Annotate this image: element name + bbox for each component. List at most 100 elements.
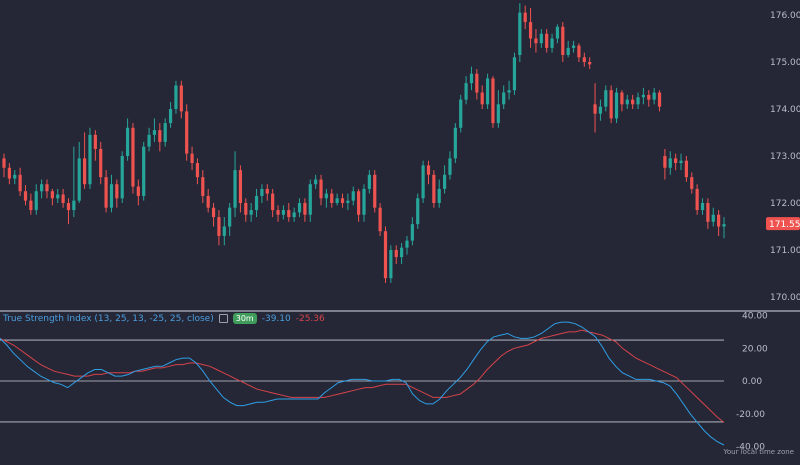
candle-body — [668, 158, 672, 168]
candle — [545, 29, 549, 53]
candle-body — [2, 158, 6, 168]
candle — [582, 52, 586, 67]
candle — [507, 80, 511, 100]
candle — [631, 94, 635, 109]
candle-body — [389, 250, 393, 279]
candle-body — [400, 247, 404, 258]
candle — [528, 7, 533, 48]
candle — [598, 99, 603, 121]
tsi-tick-label: -40.00 — [736, 443, 765, 453]
candle-body — [168, 109, 173, 124]
candle-body — [66, 203, 71, 211]
candle — [351, 186, 355, 206]
candle — [109, 174, 114, 213]
candle-body — [534, 38, 538, 44]
candle-body — [561, 26, 565, 55]
candle-body — [674, 158, 678, 164]
candle — [410, 217, 414, 246]
last-price-text: 171.55 — [769, 220, 800, 230]
timezone-note: Your local time zone — [723, 448, 794, 456]
candle — [303, 198, 307, 222]
candle — [77, 141, 81, 203]
candle-body — [351, 191, 355, 201]
candle-body — [679, 160, 683, 164]
tsi-tick-label: -20.00 — [736, 410, 765, 420]
candle — [609, 85, 613, 124]
candle — [233, 151, 237, 218]
candle — [555, 24, 560, 44]
candle — [158, 123, 162, 152]
candle-body — [464, 83, 468, 100]
indicator-legend[interactable]: True Strength Index (13, 25, 13, -25, 25… — [3, 313, 325, 324]
candle-body — [459, 99, 463, 128]
candle — [625, 94, 629, 109]
candle — [174, 80, 178, 114]
candle — [206, 188, 210, 213]
signal-line — [0, 329, 725, 423]
candle — [142, 141, 146, 201]
candle-body — [480, 92, 484, 105]
candle — [373, 170, 377, 213]
candle-body — [410, 224, 414, 241]
price-tick-label: 175.00 — [770, 58, 800, 68]
candle-body — [254, 195, 259, 211]
candle-body — [147, 134, 151, 147]
candle-body — [722, 224, 726, 227]
indicator-title[interactable]: True Strength Index (13, 25, 13, -25, 25… — [3, 313, 214, 324]
candle-body — [56, 194, 60, 199]
candle — [40, 179, 44, 199]
candle — [152, 118, 157, 142]
candle — [400, 242, 404, 265]
candle-body — [201, 177, 205, 196]
candle-body — [93, 134, 97, 149]
candle-body — [663, 156, 667, 168]
candle — [201, 170, 205, 203]
candle-body — [631, 99, 635, 105]
candle-body — [319, 179, 323, 199]
candle — [389, 245, 393, 283]
candle — [679, 153, 683, 171]
candle — [657, 90, 662, 112]
candle-body — [598, 106, 603, 114]
candle-body — [641, 94, 646, 98]
candle-body — [383, 231, 388, 279]
candle-body — [249, 210, 253, 215]
candle — [491, 76, 495, 128]
candle-body — [604, 90, 608, 107]
candle — [475, 69, 479, 100]
candle — [674, 153, 678, 171]
candle — [684, 156, 688, 182]
timeframe-badge[interactable]: 30m — [232, 313, 257, 324]
candle-body — [485, 78, 490, 105]
candle-body — [469, 73, 474, 84]
candle — [647, 90, 651, 107]
candle — [244, 198, 248, 222]
candle — [335, 193, 339, 206]
candle — [695, 184, 699, 215]
candle-body — [593, 104, 597, 114]
candle-body — [179, 85, 183, 112]
candle-body — [695, 188, 699, 211]
candle — [383, 226, 388, 283]
candle-body — [512, 57, 517, 91]
settings-box-icon[interactable] — [218, 314, 228, 323]
candle — [211, 203, 216, 227]
candle — [7, 163, 11, 185]
signal-value: -25.36 — [295, 313, 325, 324]
candle — [99, 141, 103, 185]
candle — [66, 198, 71, 225]
candle-body — [222, 226, 226, 236]
candle — [179, 80, 183, 119]
candle-body — [357, 191, 361, 215]
candle-body — [609, 90, 613, 119]
candle — [561, 22, 565, 62]
candle — [238, 165, 243, 213]
candle-body — [437, 188, 441, 203]
candle-body — [233, 170, 237, 208]
candle — [620, 90, 624, 112]
candle — [13, 170, 17, 185]
candle-body — [507, 90, 511, 93]
candle-body — [448, 158, 452, 175]
candle-body — [528, 22, 533, 39]
